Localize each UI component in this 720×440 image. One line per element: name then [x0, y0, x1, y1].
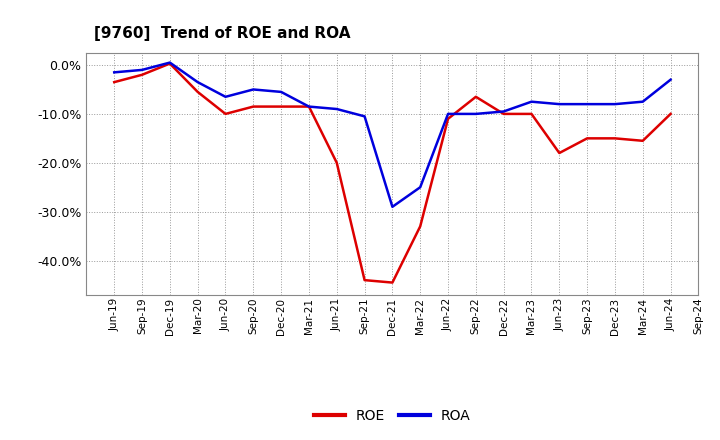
ROE [249, 104, 258, 109]
ROE [360, 278, 369, 283]
ROE [194, 89, 202, 95]
Text: [9760]  Trend of ROE and ROA: [9760] Trend of ROE and ROA [94, 26, 350, 41]
ROE [527, 111, 536, 117]
ROA [500, 109, 508, 114]
ROA [138, 67, 146, 73]
ROE [333, 160, 341, 165]
ROE [611, 136, 619, 141]
ROE [388, 280, 397, 285]
ROA [249, 87, 258, 92]
ROE [555, 150, 564, 156]
ROE [500, 111, 508, 117]
ROA [666, 77, 675, 82]
Line: ROA: ROA [114, 62, 670, 207]
ROE [444, 116, 452, 121]
ROA [305, 104, 313, 109]
ROA [360, 114, 369, 119]
ROE [221, 111, 230, 117]
ROA [194, 80, 202, 85]
Legend: ROE, ROA: ROE, ROA [309, 403, 476, 429]
ROA [472, 111, 480, 117]
ROA [416, 185, 425, 190]
ROA [333, 106, 341, 112]
ROE [472, 94, 480, 99]
ROE [110, 80, 119, 85]
Line: ROE: ROE [114, 63, 670, 282]
ROE [305, 104, 313, 109]
ROA [276, 89, 285, 95]
ROA [611, 102, 619, 107]
ROE [639, 138, 647, 143]
ROA [639, 99, 647, 104]
ROE [166, 61, 174, 66]
ROE [138, 72, 146, 77]
ROE [582, 136, 591, 141]
ROA [166, 60, 174, 65]
ROA [388, 204, 397, 209]
ROA [527, 99, 536, 104]
ROA [444, 111, 452, 117]
ROE [666, 111, 675, 117]
ROE [276, 104, 285, 109]
ROA [582, 102, 591, 107]
ROA [221, 94, 230, 99]
ROE [416, 224, 425, 229]
ROA [110, 70, 119, 75]
ROA [555, 102, 564, 107]
